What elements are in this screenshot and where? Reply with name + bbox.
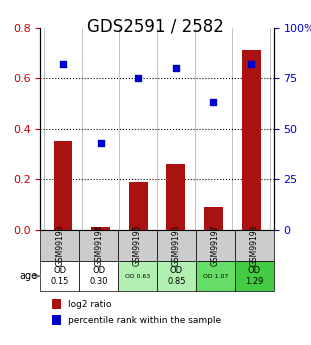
Point — [173, 65, 178, 71]
Text: OD
1.29: OD 1.29 — [245, 266, 263, 286]
Text: OD
0.30: OD 0.30 — [90, 266, 108, 286]
Bar — [52, 315, 62, 325]
Text: age: age — [19, 271, 40, 281]
Text: OD 0.63: OD 0.63 — [125, 274, 150, 278]
Bar — [52, 299, 62, 309]
Text: OD
0.85: OD 0.85 — [167, 266, 186, 286]
Text: OD
0.15: OD 0.15 — [51, 266, 69, 286]
FancyBboxPatch shape — [157, 261, 196, 292]
Bar — [242, 50, 261, 230]
Text: GSM99198: GSM99198 — [250, 225, 259, 266]
Text: GSM99193: GSM99193 — [55, 225, 64, 266]
FancyBboxPatch shape — [79, 230, 118, 261]
Point — [211, 100, 216, 105]
Text: OD 1.07: OD 1.07 — [203, 274, 228, 278]
FancyBboxPatch shape — [235, 230, 274, 261]
Bar — [204, 207, 223, 230]
FancyBboxPatch shape — [118, 230, 157, 261]
FancyBboxPatch shape — [157, 230, 196, 261]
FancyBboxPatch shape — [40, 261, 79, 292]
Text: GSM99196: GSM99196 — [172, 225, 181, 266]
FancyBboxPatch shape — [118, 261, 157, 292]
Bar — [91, 227, 110, 230]
Bar — [166, 164, 185, 230]
Text: GSM99195: GSM99195 — [133, 225, 142, 266]
Bar — [53, 141, 72, 230]
Text: log2 ratio: log2 ratio — [68, 300, 112, 309]
FancyBboxPatch shape — [40, 230, 79, 261]
Text: GSM99194: GSM99194 — [94, 225, 103, 266]
Text: GDS2591 / 2582: GDS2591 / 2582 — [87, 17, 224, 35]
Point — [61, 61, 66, 67]
FancyBboxPatch shape — [79, 261, 118, 292]
FancyBboxPatch shape — [196, 230, 235, 261]
Point — [248, 61, 253, 67]
Bar — [129, 182, 148, 230]
FancyBboxPatch shape — [196, 261, 235, 292]
Text: GSM99197: GSM99197 — [211, 225, 220, 266]
Point — [136, 76, 141, 81]
Text: percentile rank within the sample: percentile rank within the sample — [68, 316, 221, 325]
FancyBboxPatch shape — [235, 261, 274, 292]
Point — [98, 140, 103, 146]
